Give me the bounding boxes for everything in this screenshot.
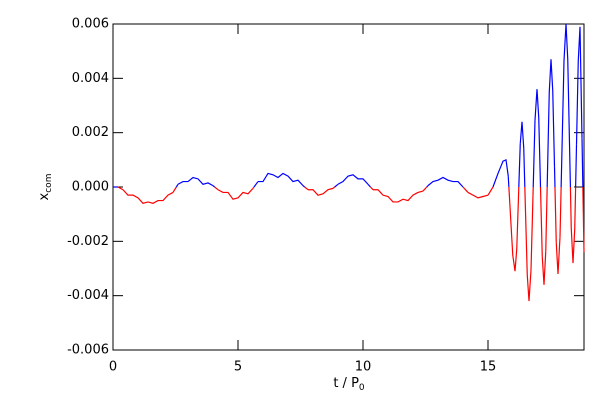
x-axis-label: t / P0 — [333, 376, 365, 393]
line-connector — [253, 181, 259, 188]
line-connector — [560, 148, 563, 188]
line-connector — [462, 186, 469, 193]
line-segment — [570, 227, 576, 264]
line-segment — [427, 176, 464, 188]
x-tick-label: 15 — [480, 360, 497, 375]
x-tick-label: 10 — [355, 360, 372, 375]
line-connector — [569, 186, 572, 229]
line-connector — [334, 183, 339, 188]
line-segment — [122, 189, 174, 204]
x-tick-label: 5 — [234, 360, 242, 375]
line-segment — [337, 174, 369, 185]
line-connector — [582, 186, 585, 253]
line-segment — [467, 191, 489, 199]
x-label-subscript: 0 — [359, 383, 365, 393]
line-segment — [519, 121, 525, 149]
line-connector — [370, 186, 374, 191]
line-segment — [258, 172, 304, 187]
line-connector — [574, 186, 577, 229]
line-connector — [487, 186, 494, 196]
line-segment — [541, 251, 547, 285]
line-connector — [518, 143, 521, 188]
line-segment — [373, 189, 424, 203]
line-connector — [508, 186, 512, 216]
y-tick-label: 0.000 — [72, 180, 109, 195]
y-axis-label: xcom — [37, 174, 54, 201]
y-tick-label: 0.002 — [72, 125, 109, 140]
x-label-text: t / P — [333, 376, 359, 391]
x-tick-label: 0 — [109, 360, 117, 375]
line-segment — [575, 26, 583, 145]
y-tick-label: 0.006 — [72, 17, 109, 32]
line-segment — [524, 195, 534, 302]
line-segment — [509, 196, 520, 272]
y-label-subscript: com — [44, 174, 54, 193]
line-connector — [172, 186, 177, 193]
line-connector — [539, 186, 543, 257]
line-connector — [523, 148, 526, 188]
line-connector — [422, 186, 428, 192]
line-segment — [555, 237, 561, 274]
line-connector — [367, 183, 371, 188]
line-connector — [214, 186, 219, 191]
y-tick-label: -0.004 — [67, 288, 109, 303]
line-connector — [575, 144, 578, 188]
line-connector — [426, 185, 429, 188]
plot-frame — [112, 23, 585, 351]
line-connector — [304, 186, 309, 191]
line-connector — [212, 185, 216, 188]
y-tick-label: -0.006 — [67, 343, 109, 358]
line-connector — [554, 186, 557, 243]
line-segment — [534, 89, 542, 188]
line-connector — [332, 186, 336, 189]
line-connector — [524, 186, 527, 212]
line-connector — [117, 186, 124, 191]
line-connector — [559, 186, 562, 238]
line-connector — [581, 138, 584, 188]
line-connector — [532, 120, 536, 188]
y-tick-label: 0.004 — [72, 71, 109, 86]
line-connector — [302, 185, 306, 188]
line-segment — [308, 187, 334, 196]
line-segment — [217, 187, 254, 200]
line-connector — [545, 186, 548, 252]
y-label-text: x — [37, 192, 52, 200]
line-segment — [492, 158, 509, 188]
line-segment — [561, 23, 571, 149]
line-connector — [568, 143, 572, 188]
line-segment — [177, 176, 214, 187]
line-connector — [507, 176, 510, 188]
line-segment — [546, 59, 556, 173]
y-tick-label: -0.002 — [67, 234, 109, 249]
line-connector — [175, 183, 179, 188]
line-connector — [252, 186, 255, 189]
